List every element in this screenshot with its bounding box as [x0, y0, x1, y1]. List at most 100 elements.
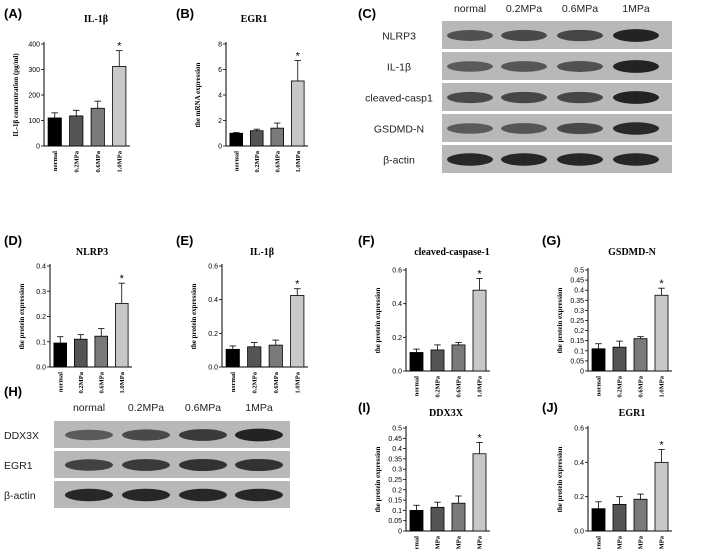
blot-band	[235, 488, 283, 502]
protein-label: EGR1	[4, 460, 33, 472]
y-tick-label: 0.1	[574, 348, 584, 355]
lane-label: 1MPa	[245, 402, 273, 414]
y-tick-label: 0.4	[36, 264, 46, 271]
y-tick-label: 0.6	[208, 264, 218, 271]
blot-band	[122, 488, 170, 502]
y-tick-label: 0.4	[392, 301, 402, 308]
bar-06mpa	[268, 344, 283, 368]
y-tick-label: 0	[218, 144, 222, 151]
western-blot-panel-c: (C) normal 0.2MPa 0.6MPa 1MPa NLRP3 IL-1β cleav…	[358, 3, 672, 173]
bar-normal	[53, 342, 68, 368]
x-tick-label: 1.0MPa	[477, 375, 484, 397]
significance-star: *	[117, 41, 122, 53]
blot-band	[179, 458, 227, 472]
bar-02mpa	[612, 346, 627, 372]
y-tick-label: 0.6	[574, 426, 584, 433]
panel-label: (H)	[4, 384, 22, 399]
x-tick-label: 1.0MPa	[477, 535, 484, 549]
y-tick-label: 0.1	[392, 508, 402, 515]
chart-panel-b: (B) EGR1 the mRNA expression 0 2 4 6 8 normal 0.2…	[176, 6, 308, 172]
bar-10mpa	[472, 453, 487, 532]
x-tick-label: normal	[230, 372, 237, 392]
blot-band	[613, 29, 659, 42]
x-tick-label: 0.2MPa	[617, 375, 624, 397]
blot-band	[179, 488, 227, 502]
blot-band	[235, 428, 283, 442]
y-tick-label: 0.15	[570, 338, 584, 345]
x-tick-label: normal	[596, 376, 603, 396]
y-axis-label: the mRNA expression	[194, 62, 202, 127]
lane-label: 1MPa	[622, 3, 650, 15]
x-tick-label: 1.0MPa	[659, 375, 666, 397]
bar-10mpa	[654, 461, 669, 532]
bar-06mpa	[90, 107, 105, 147]
y-tick-label: 0	[36, 144, 40, 151]
y-axis-label: the protein expression	[556, 287, 564, 353]
x-tick-label: 0.2MPa	[435, 535, 442, 549]
blot-band	[501, 123, 547, 134]
x-tick-label: 0.2MPa	[251, 371, 258, 393]
x-tick-label: 1.0MPa	[119, 371, 126, 393]
blot-band	[447, 61, 493, 72]
blot-band	[122, 429, 170, 441]
x-tick-label: 1.0MPa	[659, 535, 666, 549]
significance-star: *	[477, 268, 482, 280]
x-tick-label: 0.6MPa	[638, 375, 645, 397]
x-tick-label: 0.6MPa	[456, 535, 463, 549]
significance-star: *	[659, 278, 664, 290]
bar-06mpa	[451, 344, 466, 372]
blot-band	[613, 91, 659, 104]
x-tick-label: 0.6MPa	[638, 535, 645, 549]
chart-title: EGR1	[241, 14, 268, 25]
y-axis-label: the protein expression	[374, 287, 382, 353]
blot-band	[447, 123, 493, 134]
chart-panel-d: (D) NLRP3 the protein expression 0.0 0.1 0.2 0…	[4, 233, 132, 393]
y-tick-label: 0.05	[570, 358, 584, 365]
x-tick-label: 0.6MPa	[274, 150, 281, 172]
chart-panel-i: (I) DDX3X the protein expression 0 0.05 0.1 0.…	[358, 400, 490, 549]
panel-label: (F)	[358, 233, 375, 248]
x-tick-label: normal	[596, 536, 603, 549]
y-tick-label: 6	[218, 67, 222, 74]
bar-06mpa	[633, 338, 648, 372]
bar-02mpa	[430, 506, 445, 532]
y-tick-label: 0.0	[36, 365, 46, 372]
y-tick-label: 0.35	[570, 298, 584, 305]
blot-band	[65, 459, 113, 471]
bar-10mpa	[290, 80, 305, 147]
bar-normal	[47, 117, 62, 147]
protein-label: NLRP3	[382, 31, 416, 43]
y-axis-label: IL-1β concentration (pg/ml)	[12, 53, 20, 137]
bar-normal	[591, 348, 606, 372]
blot-band	[447, 153, 493, 166]
chart-title: DDX3X	[429, 408, 464, 419]
blot-band	[447, 91, 493, 104]
blot-band	[501, 61, 547, 72]
y-tick-label: 0.2	[574, 328, 584, 335]
blot-band	[447, 30, 493, 41]
y-tick-label: 0.2	[208, 331, 218, 338]
significance-star: *	[120, 273, 125, 285]
blot-band	[501, 153, 547, 166]
blot-band	[557, 153, 603, 166]
y-tick-label: 0	[398, 529, 402, 536]
bar-02mpa	[612, 503, 627, 532]
chart-panel-j: (J) EGR1 the protein expression 0.0 0.2 0.4 0.…	[542, 400, 672, 549]
y-tick-label: 0.4	[574, 288, 584, 295]
lane-label: 0.2MPa	[506, 3, 542, 15]
chart-panel-f: (F) cleaved-caspase-1 the protein expressi…	[358, 233, 490, 397]
x-tick-label: normal	[233, 151, 240, 171]
y-axis-label: the protein expression	[374, 446, 382, 512]
bar-06mpa	[451, 502, 466, 532]
lane-label: 0.2MPa	[128, 402, 164, 414]
panel-label: (A)	[4, 6, 22, 21]
chart-title: NLRP3	[76, 247, 108, 258]
y-tick-label: 4	[218, 93, 222, 100]
y-tick-label: 0.3	[36, 289, 46, 296]
protein-label: β-actin	[383, 155, 415, 167]
y-tick-label: 0.0	[574, 529, 584, 536]
lane-label: 0.6MPa	[185, 402, 221, 414]
x-tick-label: 0.6MPa	[95, 150, 102, 172]
bar-06mpa	[633, 498, 648, 532]
